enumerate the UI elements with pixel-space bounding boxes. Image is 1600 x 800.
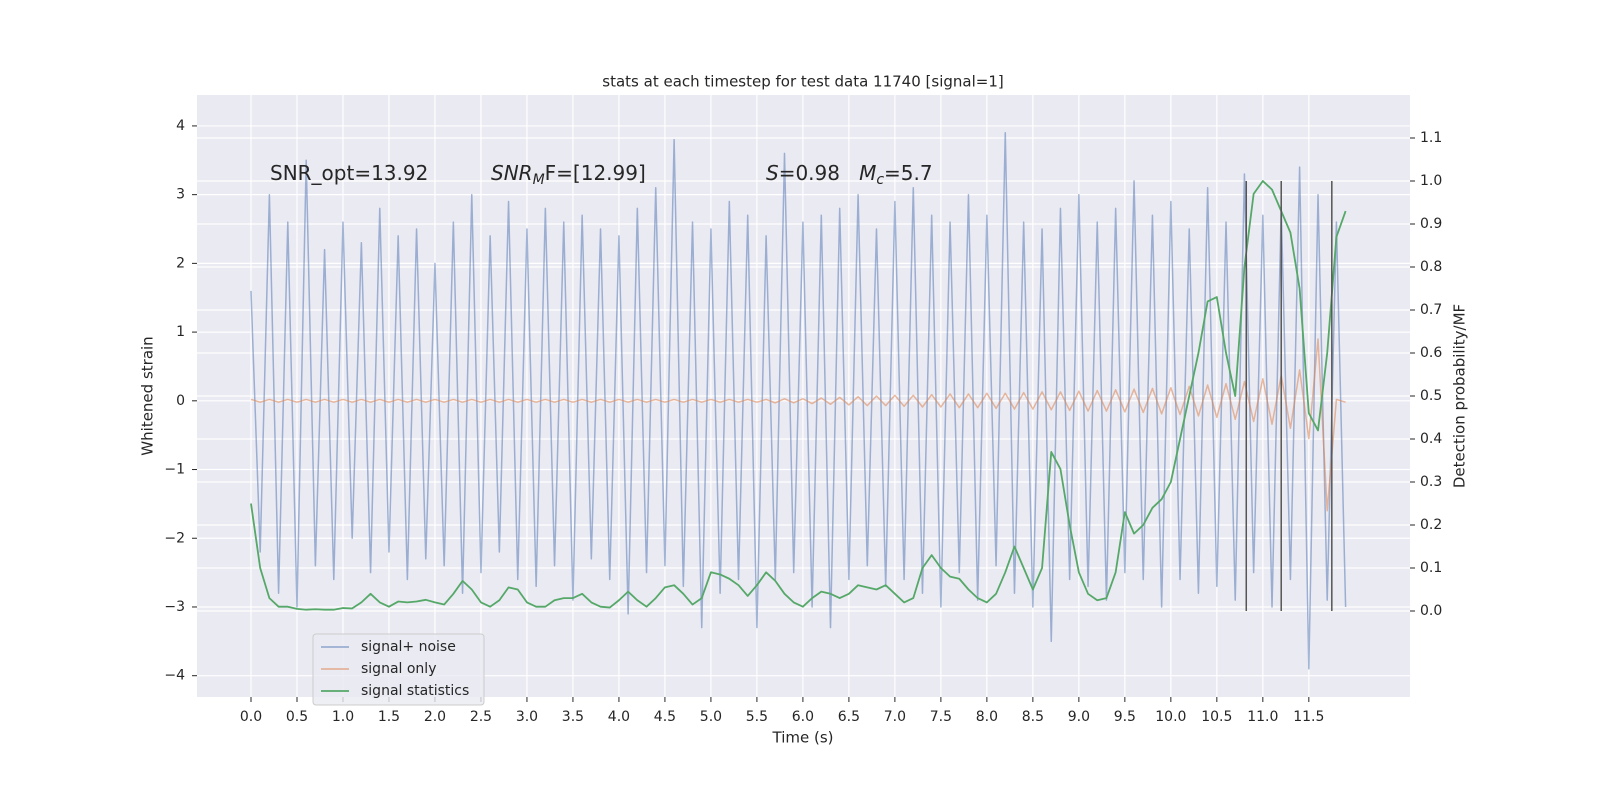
legend-label: signal+ noise [361,639,456,655]
legend-box [312,633,485,706]
y-tick-label: −2 [164,530,185,546]
x-tick-label: 7.0 [884,709,906,725]
legend-label: signal statistics [361,683,469,699]
series-line [250,132,1347,670]
y-tick-label: −4 [164,668,185,684]
x-tick-label: 6.5 [838,709,860,725]
y-tick-label: 1 [176,324,185,340]
grid [197,95,1410,697]
y2-tick-label: 0.4 [1420,431,1442,447]
x-tick-label: 8.5 [1022,709,1044,725]
y2-tick-label: 0.1 [1420,560,1442,576]
annotation-part: M [859,161,876,185]
x-tick-label: 2.5 [470,709,492,725]
y2-tick-label: 0.5 [1420,388,1442,404]
y2-tick-label: 1.0 [1420,173,1442,189]
y-tick-label: 2 [176,255,185,271]
annotation-part: M [533,172,545,188]
y-tick-label: 0 [176,393,185,409]
x-tick-label: 0.0 [240,709,262,725]
annotation-part: =5.7 [884,161,933,185]
series-line [250,338,1346,512]
x-tick-label: 6.0 [792,709,814,725]
annotation-part: SNR_opt=13.92 [270,161,428,185]
x-tick-label: 1.0 [332,709,354,725]
y-axis-label: Whitened strain [139,336,157,455]
y2-tick-label: 0.0 [1420,603,1442,619]
x-axis-label: Time (s) [772,729,834,747]
x-tick-label: 1.5 [378,709,400,725]
annotation-part: S [766,161,779,185]
annotation: SNRMF=[12.99] [491,161,646,189]
y2-tick-label: 0.6 [1420,345,1442,361]
y-tick-label: 3 [176,187,185,203]
x-tick-label: 3.0 [516,709,538,725]
axes: 0.0 0.5 1.0 1.5 2.0 2.5 3.0 3.5 4.0 4.5 5.0 5.5 6.0 6… [164,118,1442,725]
y-tick-label: −3 [164,599,185,615]
y2-tick-label: 0.8 [1420,259,1442,275]
x-tick-label: 10.0 [1155,709,1186,725]
legend: signal+ noise signal only signal statistic… [312,633,485,706]
x-tick-label: 8.0 [976,709,998,725]
x-tick-label: 11.5 [1293,709,1324,725]
chart-title: stats at each timestep for test data 117… [602,73,1003,91]
marks [250,132,1347,670]
y2-tick-label: 0.3 [1420,474,1442,490]
x-tick-label: 9.5 [1114,709,1136,725]
series-line [250,180,1347,611]
legend-label: signal only [361,661,436,677]
annotation-part: SNR [491,161,533,185]
y-tick-label: −1 [164,462,185,478]
y2-axis-label: Detection probability/MF [1451,304,1469,488]
x-tick-label: 10.5 [1201,709,1232,725]
annotation: SNR_opt=13.92 [270,161,428,185]
x-tick-label: 5.0 [700,709,722,725]
x-tick-label: 2.0 [424,709,446,725]
x-tick-label: 4.5 [654,709,676,725]
annotation-part: F=[12.99] [545,161,646,185]
x-tick-label: 3.5 [562,709,584,725]
y2-tick-label: 0.2 [1420,517,1442,533]
annotation-part: =0.98 [779,161,859,185]
y2-tick-label: 0.9 [1420,216,1442,232]
x-tick-label: 9.0 [1068,709,1090,725]
y2-tick-label: 0.7 [1420,302,1442,318]
annotation-part: c [876,172,884,188]
x-tick-label: 4.0 [608,709,630,725]
x-tick-label: 7.5 [930,709,952,725]
y-tick-label: 4 [176,118,185,134]
y2-tick-label: 1.1 [1420,130,1442,146]
x-tick-label: 0.5 [286,709,308,725]
x-tick-label: 11.0 [1247,709,1278,725]
annotation: S=0.98 Mc=5.7 [766,161,933,189]
x-tick-label: 5.5 [746,709,768,725]
